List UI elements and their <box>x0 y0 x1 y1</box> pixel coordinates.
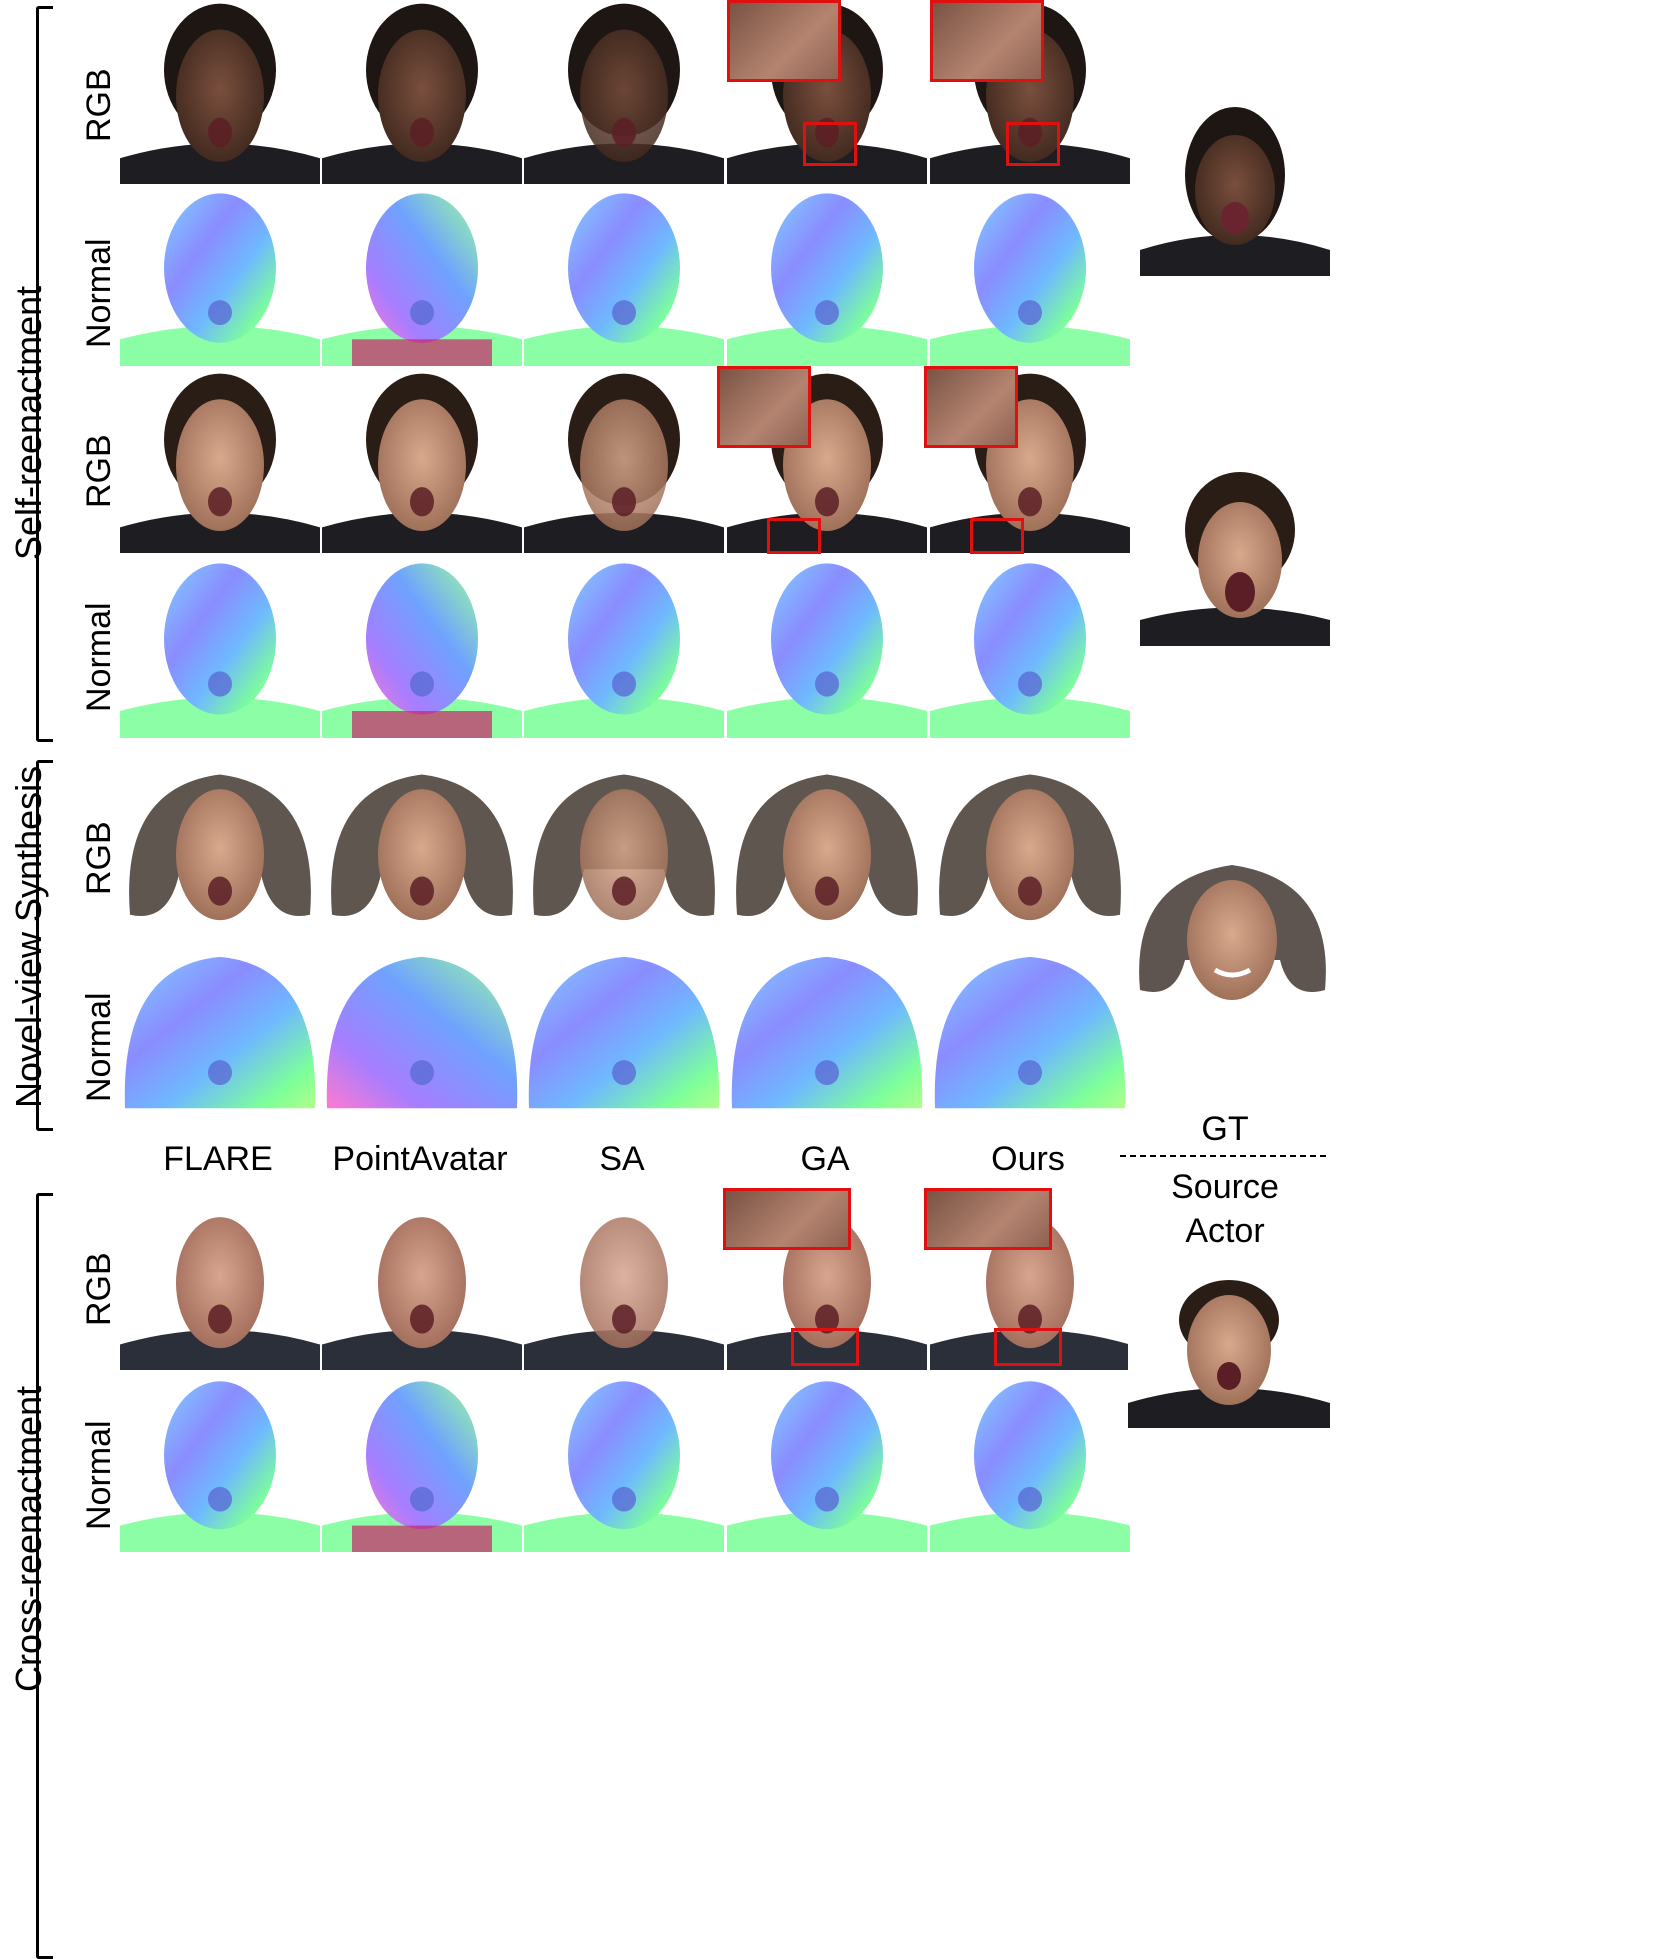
face-rgb-render-icon <box>1140 90 1330 276</box>
panel-rgb-row1-flare <box>120 0 320 184</box>
zoom-region-box <box>970 518 1024 554</box>
zoom-region-box <box>791 1328 859 1366</box>
panel-normal-row6-flare <box>120 948 320 1126</box>
panel-rgb-row3-sa <box>524 370 724 553</box>
row-label-rgb-4: RGB <box>80 1252 118 1326</box>
method-label-ga: GA <box>800 1140 850 1178</box>
gt-image-subject-1 <box>1140 90 1330 276</box>
panel-normal-row8-ga <box>727 1376 927 1552</box>
panel-rgb-row5-ga <box>727 760 927 942</box>
zoom-inset-icon <box>930 0 1044 82</box>
gt-label: GT <box>1201 1110 1249 1148</box>
panel-normal-row4-pointavatar <box>322 558 522 738</box>
gt-image-subject-2 <box>1140 460 1330 646</box>
panel-normal-row2-ga <box>727 188 927 366</box>
panel-normal-row4-flare <box>120 558 320 738</box>
row-label-normal-1: Normal <box>80 238 118 348</box>
row-label-rgb-3: RGB <box>80 821 118 895</box>
panel-rgb-row5-ours <box>930 760 1130 942</box>
panel-rgb-row3-flare <box>120 370 320 553</box>
row-label-rgb-2: RGB <box>80 434 118 508</box>
panel-normal-row2-sa <box>524 188 724 366</box>
panel-normal-row6-sa <box>524 948 724 1126</box>
panel-normal-row6-ga <box>727 948 927 1126</box>
zoom-region-box <box>803 122 857 166</box>
actor-label: Actor <box>1185 1212 1265 1250</box>
zoom-inset-icon <box>723 1188 851 1250</box>
method-label-flare: FLARE <box>163 1140 273 1178</box>
self-reenactment-label: Self-reenactment <box>8 285 49 560</box>
zoom-region-box <box>1006 122 1060 166</box>
row-label-normal-2: Normal <box>80 602 118 712</box>
cross-reenactment-label: Cross-reenactment <box>8 1385 49 1692</box>
zoom-inset-icon <box>924 1188 1052 1250</box>
panel-normal-row8-sa <box>524 1376 724 1552</box>
panel-rgb-row5-sa <box>524 760 724 942</box>
source-label: Source <box>1171 1168 1279 1206</box>
zoom-inset-icon <box>717 366 811 448</box>
panel-rgb-row5-flare <box>120 760 320 942</box>
panel-normal-row4-ours <box>930 558 1130 738</box>
novel-view-bracket <box>36 760 53 1131</box>
method-label-sa: SA <box>599 1140 645 1178</box>
row-label-normal-3: Normal <box>80 992 118 1102</box>
panel-normal-row4-ga <box>727 558 927 738</box>
self-reenactment-bracket <box>36 6 53 742</box>
panel-normal-row2-flare <box>120 188 320 366</box>
panel-normal-row8-flare <box>120 1376 320 1552</box>
source-actor-image <box>1128 1278 1330 1428</box>
panel-normal-row6-ours <box>930 948 1130 1126</box>
panel-rgb-row5-pointavatar <box>322 760 522 942</box>
panel-rgb-row7-flare <box>120 1188 320 1370</box>
gt-image-subject-3 <box>1130 840 1335 1036</box>
method-label-ours: Ours <box>991 1140 1065 1178</box>
panel-rgb-row7-sa <box>524 1188 724 1370</box>
row-label-rgb-1: RGB <box>80 68 118 142</box>
zoom-inset-icon <box>924 366 1018 448</box>
gt-divider <box>1120 1155 1326 1157</box>
panel-rgb-row3-pointavatar <box>322 370 522 553</box>
panel-normal-row8-pointavatar <box>322 1376 522 1552</box>
novel-view-label: Novel-view Synthesis <box>8 765 49 1108</box>
row-label-normal-4: Normal <box>80 1420 118 1530</box>
panel-normal-row4-sa <box>524 558 724 738</box>
zoom-inset-icon <box>727 0 841 82</box>
zoom-region-box <box>994 1328 1062 1366</box>
panel-normal-row8-ours <box>930 1376 1130 1552</box>
panel-rgb-row7-pointavatar <box>322 1188 522 1370</box>
panel-normal-row2-pointavatar <box>322 188 522 366</box>
panel-normal-row6-pointavatar <box>322 948 522 1126</box>
panel-normal-row2-ours <box>930 188 1130 366</box>
method-label-pointavatar: PointAvatar <box>332 1140 508 1178</box>
panel-rgb-row1-sa <box>524 0 724 184</box>
zoom-region-box <box>767 518 821 554</box>
panel-rgb-row1-pointavatar <box>322 0 522 184</box>
